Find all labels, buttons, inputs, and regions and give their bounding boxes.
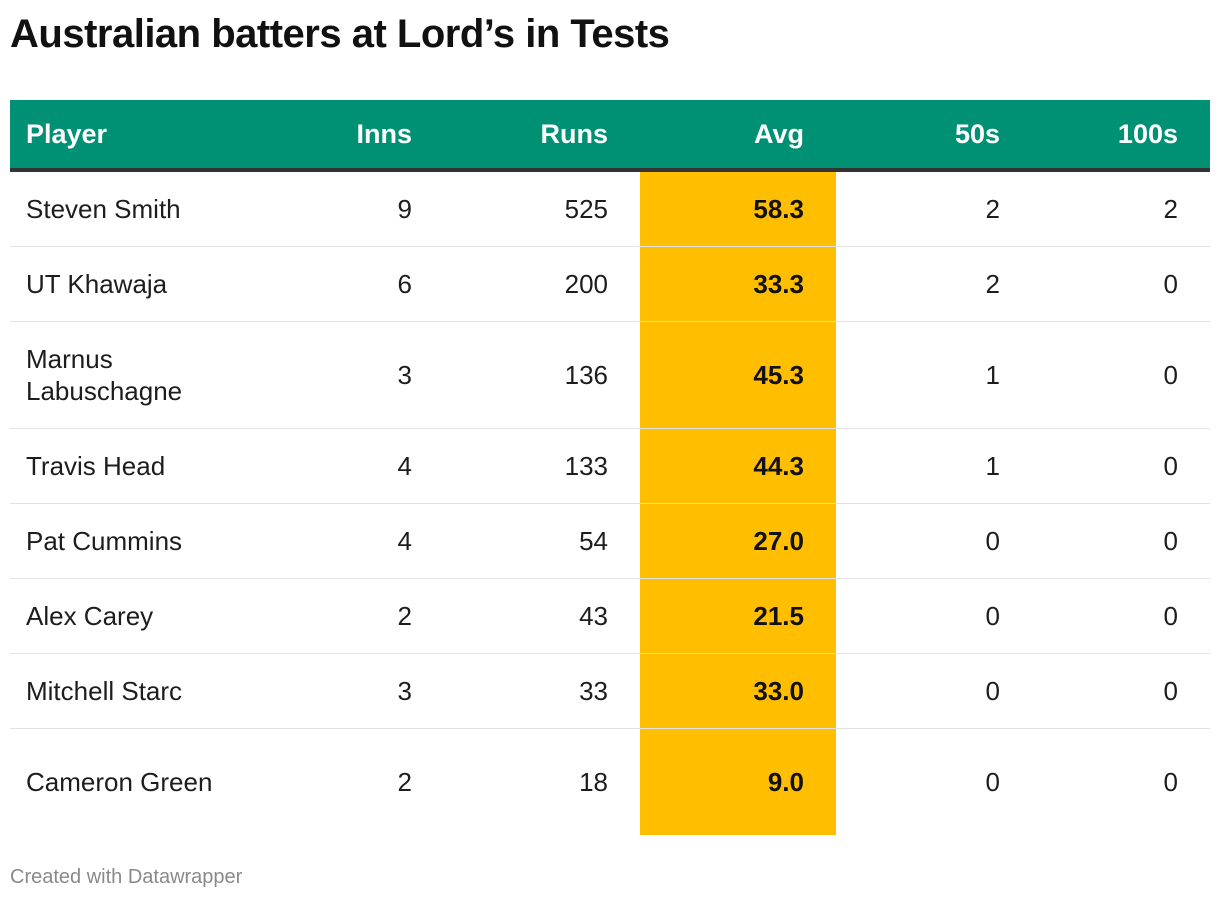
- header-inns[interactable]: Inns: [356, 118, 412, 149]
- table-row: Travis Head 4 133 44.3 1 0: [10, 429, 1210, 504]
- cell-avg: 21.5: [640, 579, 836, 653]
- cell-avg: 27.0: [640, 504, 836, 578]
- cell-avg: 58.3: [640, 172, 836, 246]
- cell-avg: 33.3: [640, 247, 836, 321]
- table-body: Steven Smith 9 525 58.3 2 2 UT Khawaja 6 200 33.3…: [10, 172, 1210, 835]
- cell-inns: 6: [397, 268, 412, 299]
- cell-inns: 4: [397, 525, 412, 556]
- header-player[interactable]: Player: [26, 119, 108, 149]
- cell-100s: 0: [1163, 359, 1178, 390]
- table-row: Cameron Green 2 18 9.0 0 0: [10, 729, 1210, 835]
- cell-100s: 0: [1163, 766, 1178, 797]
- table-row: Mitchell Starc 3 33 33.0 0 0: [10, 654, 1210, 729]
- header-runs[interactable]: Runs: [540, 118, 609, 149]
- cell-50s: 1: [985, 359, 1000, 390]
- cell-inns: 3: [397, 675, 412, 706]
- cell-100s: 0: [1163, 450, 1178, 481]
- cell-runs: 200: [564, 268, 608, 299]
- table-row: Alex Carey 2 43 21.5 0 0: [10, 579, 1210, 654]
- header-avg[interactable]: Avg: [753, 118, 804, 149]
- cell-50s: 0: [985, 600, 1000, 631]
- cell-inns: 3: [397, 359, 412, 390]
- header-50s[interactable]: 50s: [954, 118, 1000, 149]
- cell-player: Cameron Green: [26, 767, 213, 797]
- header-100s[interactable]: 100s: [1117, 118, 1178, 149]
- cell-50s: 1: [985, 450, 1000, 481]
- page-title: Australian batters at Lord’s in Tests: [10, 12, 670, 56]
- cell-inns: 9: [397, 193, 412, 224]
- table-row: Marnus Labuschagne 3 136 45.3 1 0: [10, 322, 1210, 429]
- credit-footer: Created with Datawrapper: [10, 866, 243, 888]
- table-row: Steven Smith 9 525 58.3 2 2: [10, 172, 1210, 247]
- cell-player: UT Khawaja: [26, 269, 168, 299]
- cell-avg: 44.3: [640, 429, 836, 503]
- table-header: Player Inns Runs Avg 50s 100s: [10, 100, 1210, 172]
- cell-runs: 18: [579, 766, 608, 797]
- cell-100s: 0: [1163, 268, 1178, 299]
- cell-player: Steven Smith: [26, 194, 181, 224]
- cell-runs: 136: [564, 359, 608, 390]
- cell-inns: 4: [397, 450, 412, 481]
- cell-100s: 0: [1163, 675, 1178, 706]
- cell-100s: 0: [1163, 600, 1178, 631]
- cell-player: Alex Carey: [26, 601, 154, 631]
- cell-runs: 525: [564, 193, 608, 224]
- cell-player: Pat Cummins: [26, 526, 183, 556]
- cell-avg: 9.0: [640, 729, 836, 835]
- cell-100s: 0: [1163, 525, 1178, 556]
- cell-50s: 0: [985, 766, 1000, 797]
- cell-50s: 2: [985, 268, 1000, 299]
- cell-avg: 33.0: [640, 654, 836, 728]
- cell-player: Marnus Labuschagne: [26, 344, 183, 406]
- cell-player: Mitchell Starc: [26, 676, 183, 706]
- cell-50s: 0: [985, 675, 1000, 706]
- cell-50s: 2: [985, 193, 1000, 224]
- cell-avg: 45.3: [640, 322, 836, 428]
- table-row: Pat Cummins 4 54 27.0 0 0: [10, 504, 1210, 579]
- cell-runs: 33: [579, 675, 608, 706]
- cell-runs: 54: [579, 525, 608, 556]
- cell-runs: 133: [564, 450, 608, 481]
- cell-inns: 2: [397, 600, 412, 631]
- stats-table: Player Inns Runs Avg 50s 100s Steven Smi…: [10, 100, 1210, 835]
- cell-inns: 2: [397, 766, 412, 797]
- cell-player: Travis Head: [26, 451, 166, 481]
- cell-runs: 43: [579, 600, 608, 631]
- cell-100s: 2: [1163, 193, 1178, 224]
- cell-50s: 0: [985, 525, 1000, 556]
- table-row: UT Khawaja 6 200 33.3 2 0: [10, 247, 1210, 322]
